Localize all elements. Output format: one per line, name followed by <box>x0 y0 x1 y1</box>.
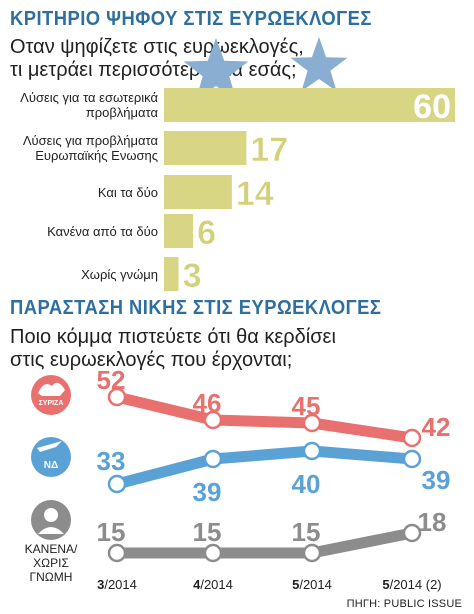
bar <box>164 214 194 248</box>
series-value-label: 33 <box>97 446 126 476</box>
victory-expectation-title: ΠΑΡΑΣΤΑΣΗ ΝΙΚΗΣ ΣΤΙΣ ΕΥΡΩΕΚΛΟΓΕΣ <box>10 297 382 319</box>
bar-category-label: Και τα δύο <box>98 185 158 200</box>
bar-category-label: προβλήματα <box>86 105 159 120</box>
series-point <box>402 449 422 469</box>
series-point <box>302 543 322 563</box>
series-value-label: 15 <box>193 517 222 547</box>
none-series-label: ΓΝΩΜΗ <box>30 570 73 584</box>
person-icon <box>44 508 58 522</box>
syriza-logo-label: ΣΥΡΙΖΑ <box>39 400 64 407</box>
bar-category-label: Κανένα από τα δύο <box>47 224 158 239</box>
bar-category-label: Χωρίς γνώμη <box>81 267 158 282</box>
series-point <box>107 474 127 494</box>
series-point <box>203 449 223 469</box>
victory-expectation-question-line1: Ποιο κόμμα πιστεύετε ότι θα κερδίσει <box>10 326 336 348</box>
bar <box>164 257 179 291</box>
series-line <box>111 445 418 490</box>
none-series-label: ΧΩΡΙΣ <box>33 556 69 570</box>
bar <box>164 175 232 209</box>
star-icon <box>290 37 348 92</box>
bar-category-label: Λύσεις για προβλήματα <box>23 133 159 148</box>
series-line <box>111 391 418 444</box>
series-value-label: 18 <box>418 507 447 537</box>
series-value-label: 42 <box>422 412 451 442</box>
bar-value-label: 17 <box>250 131 288 169</box>
x-tick-label: 5/2014 <box>292 577 332 592</box>
series-point <box>203 410 223 430</box>
bar-category-label: Ευρωπαϊκής Ενωσης <box>35 148 158 163</box>
series-value-label: 15 <box>97 517 126 547</box>
series-point <box>107 387 127 407</box>
bar-category-label: Λύσεις για τα εσωτερικά <box>20 90 158 105</box>
vote-criterion-title: ΚΡΙΤΗΡΙΟ ΨΗΦΟΥ ΣΤΙΣ ΕΥΡΩΕΚΛΟΓΕΣ <box>10 8 372 30</box>
series-point <box>402 523 422 543</box>
series-point <box>107 543 127 563</box>
series-value-label: 39 <box>422 465 451 495</box>
nd-logo-icon <box>37 441 62 452</box>
nd-logo-icon <box>31 437 71 477</box>
series-value-label: 39 <box>193 477 222 507</box>
nd-logo-label: ΝΔ <box>44 460 58 471</box>
series-point <box>302 413 322 433</box>
bar-value-label: 6 <box>197 214 216 252</box>
series-point <box>402 428 422 448</box>
bar-value-label: 60 <box>413 88 451 126</box>
series-value-label: 52 <box>97 365 126 395</box>
syriza-logo-icon <box>38 382 65 396</box>
x-tick-label: 4/2014 <box>193 577 233 592</box>
none-series-label: ΚΑΝΕΝΑ/ <box>25 542 78 556</box>
series-value-label: 45 <box>292 391 321 421</box>
series-point <box>302 441 322 461</box>
series-value-label: 46 <box>193 388 222 418</box>
bar <box>164 88 455 122</box>
star-icon <box>183 38 249 100</box>
victory-expectation-question-line2: στις ευρωεκλογές που έρχονται; <box>10 349 293 371</box>
source-note: ΠΗΓΗ: PUBLIC ISSUE <box>346 598 462 610</box>
series-point <box>203 543 223 563</box>
vote-criterion-question-line1: Οταν ψηφίζετε στις ευρωεκλογές, <box>10 36 304 58</box>
bar-value-label: 14 <box>236 175 274 213</box>
x-tick-label: 3/2014 <box>97 577 137 592</box>
x-tick-label: 5/2014 (2) <box>382 577 441 592</box>
series-value-label: 15 <box>292 517 321 547</box>
series-line <box>111 527 418 559</box>
bar-value-label: 3 <box>183 257 202 295</box>
bar <box>164 131 247 165</box>
person-icon <box>38 527 64 534</box>
series-value-label: 40 <box>292 469 321 499</box>
